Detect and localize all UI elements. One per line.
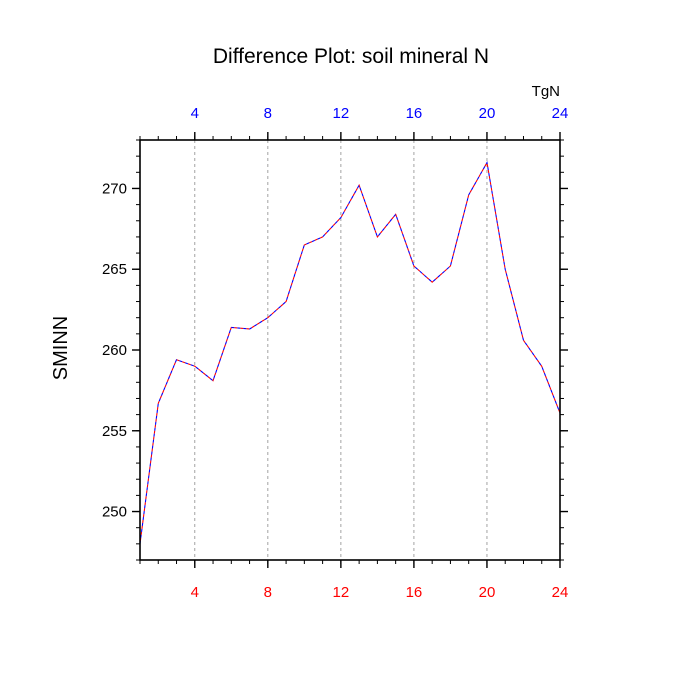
x-tick-label-top: 20 (479, 105, 496, 122)
series-line-red-dashes (139, 160, 561, 544)
series-line-blue-dashes (139, 160, 561, 544)
y-tick-label: 255 (102, 423, 127, 440)
tick-labels: 4 4 8 8 12 12 16 16 20 20 24 24 250 255 260 265 270 (102, 105, 568, 601)
x-tick-label-bottom: 8 (264, 584, 272, 601)
gridlines (194, 140, 488, 560)
series-layer (139, 160, 561, 544)
x-tick-label-bottom: 16 (406, 584, 423, 601)
y-tick-label: 265 (102, 261, 127, 278)
plot-frame (139, 139, 561, 561)
y-axis-label: SMINN (50, 316, 72, 380)
y-tick-label: 270 (102, 180, 127, 197)
chart-title: Difference Plot: soil mineral N (213, 45, 489, 68)
x-tick-label-top: 12 (333, 105, 350, 122)
x-tick-label-top: 8 (264, 105, 272, 122)
x-tick-label-bottom: 20 (479, 584, 496, 601)
x-tick-label-top: 4 (191, 105, 199, 122)
y-tick-label: 250 (102, 504, 127, 521)
x-tick-label-top: 24 (552, 105, 569, 122)
axis-ticks (132, 132, 568, 568)
x-tick-label-bottom: 4 (191, 584, 199, 601)
x-tick-label-bottom: 24 (552, 584, 569, 601)
x-tick-label-top: 16 (406, 105, 423, 122)
y-tick-label: 260 (102, 342, 127, 359)
top-axis-units-label: TgN (532, 83, 560, 100)
x-tick-label-bottom: 12 (333, 584, 350, 601)
